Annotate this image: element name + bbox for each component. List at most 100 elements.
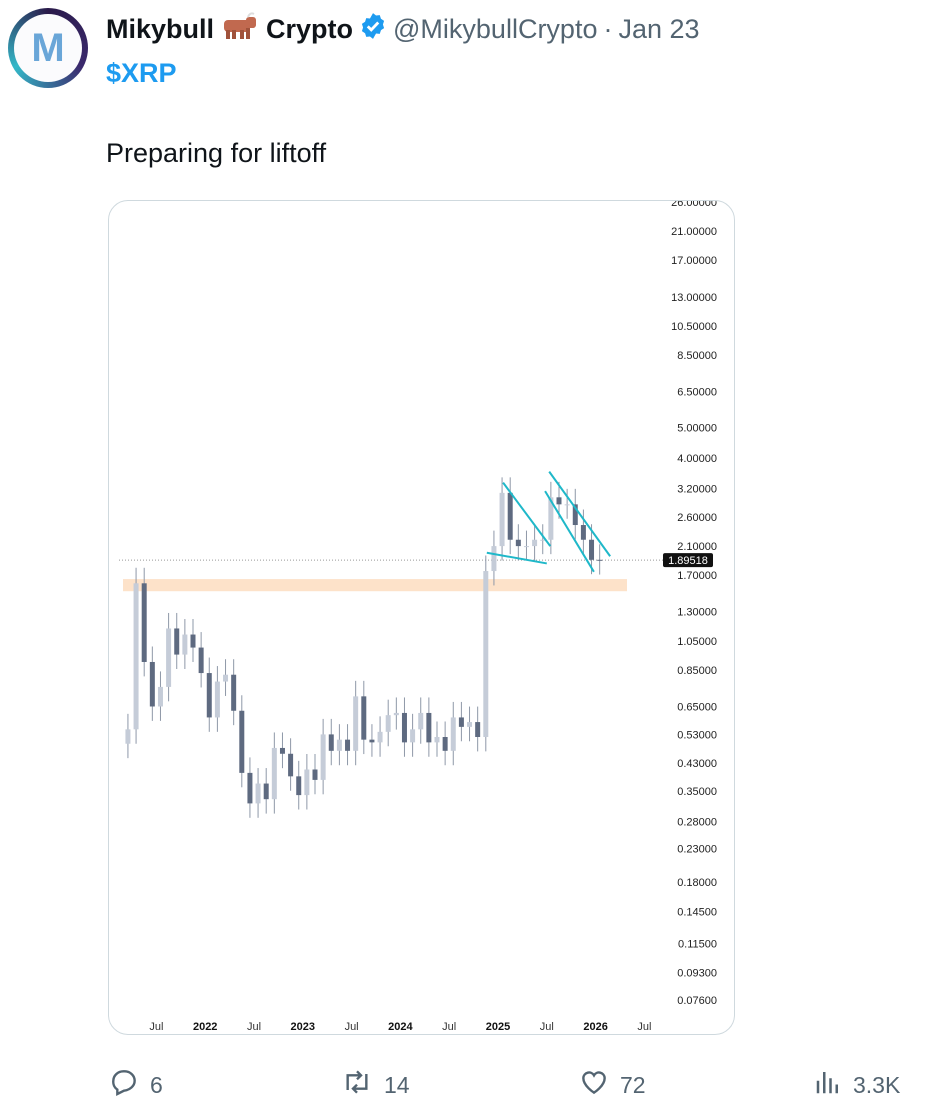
avatar-logo: M bbox=[14, 14, 82, 82]
x-tick-label: 2025 bbox=[486, 1021, 510, 1033]
candle-body bbox=[377, 731, 383, 743]
candle-body bbox=[589, 539, 595, 560]
y-tick-label: 4.00000 bbox=[677, 453, 717, 465]
candle-body bbox=[166, 628, 172, 687]
y-tick-label: 8.50000 bbox=[677, 350, 717, 362]
candle-body bbox=[442, 737, 448, 751]
candle-body bbox=[336, 739, 342, 751]
candle-body bbox=[133, 583, 139, 730]
candle-body bbox=[214, 681, 220, 718]
y-tick-label: 0.23000 bbox=[677, 844, 717, 856]
candle-body bbox=[491, 546, 497, 572]
x-tick-label: Jul bbox=[149, 1021, 163, 1033]
handle[interactable]: @MikybullCrypto bbox=[393, 14, 598, 44]
candle-body bbox=[458, 717, 464, 727]
avatar[interactable]: M bbox=[8, 8, 88, 88]
y-tick-label: 17.00000 bbox=[671, 255, 717, 267]
candle-body bbox=[410, 729, 416, 743]
candle-body bbox=[434, 737, 440, 743]
x-tick-label: Jul bbox=[637, 1021, 651, 1033]
candle-body bbox=[475, 722, 481, 738]
trendline bbox=[544, 490, 595, 573]
y-tick-label: 1.30000 bbox=[677, 607, 717, 619]
repost-count: 14 bbox=[384, 1071, 410, 1098]
candle-body bbox=[182, 634, 188, 655]
y-tick-label: 0.07600 bbox=[677, 995, 717, 1007]
candle-body bbox=[157, 686, 163, 707]
trendline bbox=[502, 482, 552, 547]
y-tick-label: 1.70000 bbox=[677, 570, 717, 582]
candle-body bbox=[450, 717, 456, 751]
current-price-tag bbox=[663, 553, 713, 568]
x-tick-label: 2022 bbox=[193, 1021, 217, 1033]
cashtag-link[interactable]: $XRP bbox=[106, 58, 177, 88]
candle-body bbox=[190, 634, 196, 648]
candle-body bbox=[393, 712, 399, 716]
timestamp[interactable]: Jan 23 bbox=[618, 14, 700, 44]
y-tick-label: 0.09300 bbox=[677, 967, 717, 979]
y-tick-label: 6.50000 bbox=[677, 387, 717, 399]
display-name-suffix[interactable]: Crypto bbox=[266, 14, 354, 44]
candle-body bbox=[385, 715, 391, 732]
bull-emoji-icon bbox=[220, 12, 260, 47]
tweet-text: Preparing for liftoff bbox=[106, 138, 327, 168]
chart-image[interactable]: 1.89518 26.00000 21.00000 17.00000 13.00000 1… bbox=[108, 200, 735, 1035]
x-tick-label: Jul bbox=[247, 1021, 261, 1033]
x-tick-label: 2024 bbox=[388, 1021, 413, 1033]
y-tick-label: 13.00000 bbox=[671, 292, 717, 304]
candle-body bbox=[320, 734, 326, 780]
candle-body bbox=[499, 492, 505, 547]
y-tick-label: 0.28000 bbox=[677, 817, 717, 829]
candle-body bbox=[540, 539, 546, 541]
x-tick-label: 2026 bbox=[583, 1021, 607, 1033]
candle-body bbox=[483, 571, 489, 738]
reply-icon bbox=[108, 1066, 140, 1104]
tweet-actions: 6 14 72 3.3K bbox=[0, 1064, 928, 1104]
y-tick-label: 2.60000 bbox=[677, 512, 717, 524]
x-tick-label: 2023 bbox=[291, 1021, 315, 1033]
verified-badge-icon[interactable] bbox=[359, 12, 387, 47]
views-count: 3.3K bbox=[853, 1071, 901, 1098]
candle-body bbox=[239, 710, 245, 773]
candle-body bbox=[515, 539, 521, 547]
candle-body bbox=[255, 783, 261, 804]
candle-body bbox=[564, 504, 570, 506]
candle-body bbox=[223, 674, 229, 682]
views-button[interactable]: 3.3K bbox=[813, 1066, 900, 1104]
x-tick-label: Jul bbox=[442, 1021, 456, 1033]
like-button[interactable]: 72 bbox=[578, 1066, 646, 1104]
current-price-label: 1.89518 bbox=[668, 555, 708, 567]
candle-body bbox=[369, 739, 375, 743]
candle-body bbox=[572, 504, 578, 526]
x-tick-label: Jul bbox=[540, 1021, 554, 1033]
y-tick-label: 0.85000 bbox=[677, 665, 717, 677]
candle-body bbox=[279, 747, 285, 754]
reply-count: 6 bbox=[150, 1071, 163, 1098]
candle-body bbox=[401, 712, 407, 743]
y-tick-label: 0.14500 bbox=[677, 907, 717, 919]
tweet-header: Mikybull Crypto @MikybullCrypto · Jan 23 bbox=[106, 12, 700, 47]
candle-body bbox=[523, 546, 529, 548]
repost-button[interactable]: 14 bbox=[340, 1066, 410, 1104]
candle-body bbox=[328, 734, 334, 751]
y-tick-label: 26.00000 bbox=[671, 201, 717, 209]
candle-body bbox=[361, 696, 367, 740]
repost-icon bbox=[340, 1066, 374, 1104]
candle-body bbox=[304, 769, 310, 796]
candle-body bbox=[141, 583, 147, 662]
candle-body bbox=[597, 559, 603, 561]
x-tick-label: Jul bbox=[345, 1021, 359, 1033]
y-tick-label: 2.10000 bbox=[677, 541, 717, 553]
candle-body bbox=[532, 539, 538, 547]
candle-body bbox=[206, 673, 212, 718]
trendline bbox=[548, 471, 611, 557]
candle-body bbox=[263, 783, 269, 800]
trendline bbox=[486, 551, 547, 565]
views-icon bbox=[813, 1066, 843, 1104]
support-zone bbox=[123, 579, 627, 592]
display-name[interactable]: Mikybull bbox=[106, 14, 215, 44]
price-chart: 1.89518 26.00000 21.00000 17.00000 13.00000 1… bbox=[119, 201, 717, 1033]
candle-body bbox=[288, 753, 294, 777]
reply-button[interactable]: 6 bbox=[108, 1066, 163, 1104]
candle-body bbox=[296, 776, 302, 796]
